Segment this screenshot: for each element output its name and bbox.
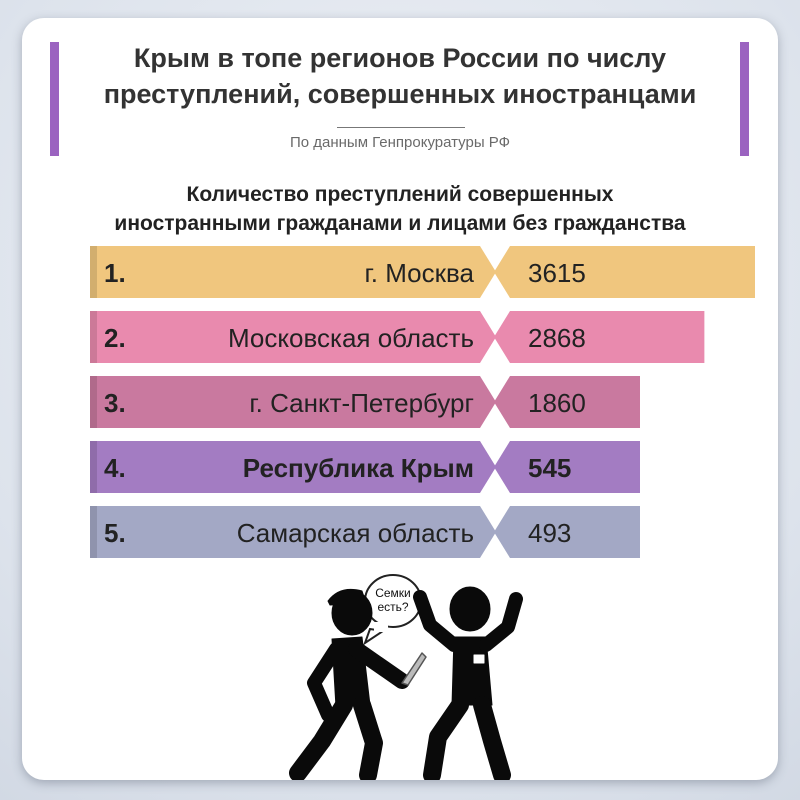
- title-line-2: преступлений, совершенных иностранцами: [103, 79, 697, 109]
- chart-subtitle: Количество преступлений совершенных инос…: [40, 180, 760, 238]
- category-band-edge: [90, 311, 97, 363]
- rank-label: 5.: [104, 518, 126, 548]
- title-divider: [337, 127, 465, 128]
- rank-label: 2.: [104, 323, 126, 353]
- value-label: 545: [528, 453, 571, 483]
- category-label: Самарская область: [237, 518, 474, 548]
- speech-text-1: Семки: [375, 586, 411, 600]
- illustration: Семки есть?: [289, 574, 523, 780]
- category-band: [90, 311, 496, 363]
- subtitle-line-1: Количество преступлений совершенных: [186, 183, 614, 206]
- category-band-edge: [90, 506, 97, 558]
- category-label: г. Санкт-Петербург: [249, 388, 474, 418]
- category-band: [90, 376, 496, 428]
- value-bar: [494, 376, 640, 428]
- speech-text-2: есть?: [377, 600, 408, 614]
- left-accent-bar: [50, 42, 59, 156]
- value-label: 2868: [528, 323, 586, 353]
- category-band: [90, 441, 496, 493]
- category-band: [90, 246, 496, 298]
- title-line-1: Крым в топе регионов России по числу: [133, 43, 667, 73]
- category-band: [90, 506, 496, 558]
- subtitle-line-2: иностранными гражданами и лицами без гра…: [114, 212, 686, 235]
- value-bar: [494, 506, 640, 558]
- victim-figure: [413, 586, 523, 780]
- category-band-edge: [90, 246, 97, 298]
- value-bar: [494, 441, 640, 493]
- rank-label: 4.: [104, 453, 126, 483]
- category-band-edge: [90, 441, 97, 493]
- page-title: Крым в топе регионов России по числу пре…: [70, 40, 730, 112]
- attacker-figure: [289, 588, 427, 780]
- category-label: г. Москва: [364, 258, 474, 288]
- category-label: Московская область: [228, 323, 474, 353]
- rank-label: 3.: [104, 388, 126, 418]
- right-accent-bar: [740, 42, 749, 156]
- value-label: 493: [528, 518, 571, 548]
- speech-bubble: Семки есть?: [363, 574, 422, 646]
- category-band-edge: [90, 376, 97, 428]
- value-bar: [494, 246, 755, 298]
- value-bar: [494, 311, 705, 363]
- value-label: 1860: [528, 388, 586, 418]
- source-note: По данным Генпрокуратуры РФ: [289, 134, 511, 151]
- category-label: Республика Крым: [243, 453, 474, 483]
- rank-label: 1.: [104, 258, 126, 288]
- value-label: 3615: [528, 258, 586, 288]
